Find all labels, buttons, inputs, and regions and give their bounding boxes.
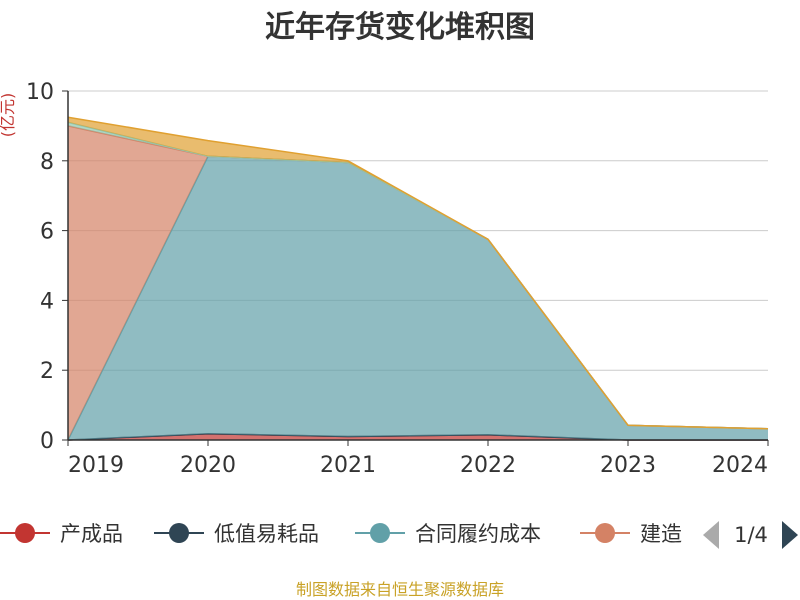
legend-label: 产成品 [60,522,123,546]
y-tick-label: 4 [40,289,54,314]
area-series [68,125,768,441]
area-series-line [67,116,769,430]
source-note: 制图数据来自恒生聚源数据库 [296,580,504,599]
legend-item-consumables[interactable]: 低值易耗品 [154,522,319,546]
legend-item-contract-cost[interactable]: 合同履约成本 [355,522,541,546]
legend-label: 低值易耗品 [214,522,319,546]
legend-marker [169,523,189,543]
legend-marker [15,523,35,543]
legend-label: 建造 [640,522,682,546]
plot-area [67,116,769,441]
x-tick-label: 2024 [712,453,768,478]
y-tick-label: 0 [40,429,54,454]
x-tick-label: 2023 [600,453,656,478]
legend-marker [595,523,615,543]
axes: 0 2 4 6 8 10 2019 2020 2021 2022 2023 2024 [26,80,769,478]
legend-page-indicator: 1/4 [734,523,768,547]
x-tick-label: 2022 [460,453,516,478]
legend-marker [370,523,390,543]
y-tick-label: 6 [40,220,54,245]
legend-next-arrow-icon[interactable] [782,521,798,549]
legend-item-product[interactable]: 产成品 [0,522,123,546]
y-axis-unit: (亿元) [0,93,17,138]
x-tick-label: 2020 [180,453,236,478]
legend-prev-arrow-icon[interactable] [703,521,719,549]
y-tick-label: 10 [26,80,54,105]
legend-item-construction[interactable]: 建造 [580,522,682,546]
legend: 产成品 低值易耗品 合同履约成本 建造 1/4 [0,515,798,551]
y-tick-label: 2 [40,359,54,384]
legend-label: 合同履约成本 [415,522,541,546]
y-tick-label: 8 [40,150,54,175]
area-series [68,156,768,441]
x-tick-label: 2021 [320,453,376,478]
area-series [68,433,768,440]
x-tick-label: 2019 [68,453,124,478]
chart-title: 近年存货变化堆积图 [265,10,535,45]
